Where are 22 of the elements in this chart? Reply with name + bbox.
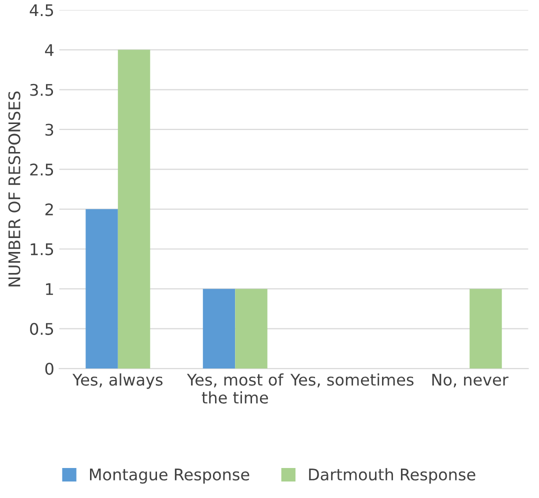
y-tick-label: 0 — [45, 362, 54, 375]
x-tick-label: No, never — [432, 374, 508, 388]
legend-label: Montague Response — [90, 468, 250, 484]
legend-label: Dartmouth Response — [309, 468, 476, 484]
bar — [202, 288, 236, 369]
y-axis-title: NUMBER OF RESPONSES — [8, 91, 20, 286]
bar — [118, 50, 150, 369]
y-tick-label: 2 — [45, 203, 53, 216]
y-tick-label: 1.5 — [30, 243, 54, 256]
y-tick-label: 1 — [46, 283, 53, 295]
bar — [470, 288, 502, 369]
x-tick-label: Yes, sometimes — [290, 373, 414, 388]
x-tick-label: Yes, most of the time — [186, 373, 284, 404]
x-tick-label: Yes, always — [72, 373, 163, 389]
y-tick-label: 3.5 — [30, 84, 54, 96]
bar — [235, 288, 268, 369]
y-tick-label: 0.5 — [30, 322, 54, 335]
y-tick-label: 2.5 — [30, 164, 54, 176]
y-tick-label: 4 — [45, 44, 54, 56]
y-tick-label: 3 — [45, 124, 54, 136]
y-tick-label: 4.5 — [30, 4, 54, 16]
bar — [86, 209, 118, 369]
